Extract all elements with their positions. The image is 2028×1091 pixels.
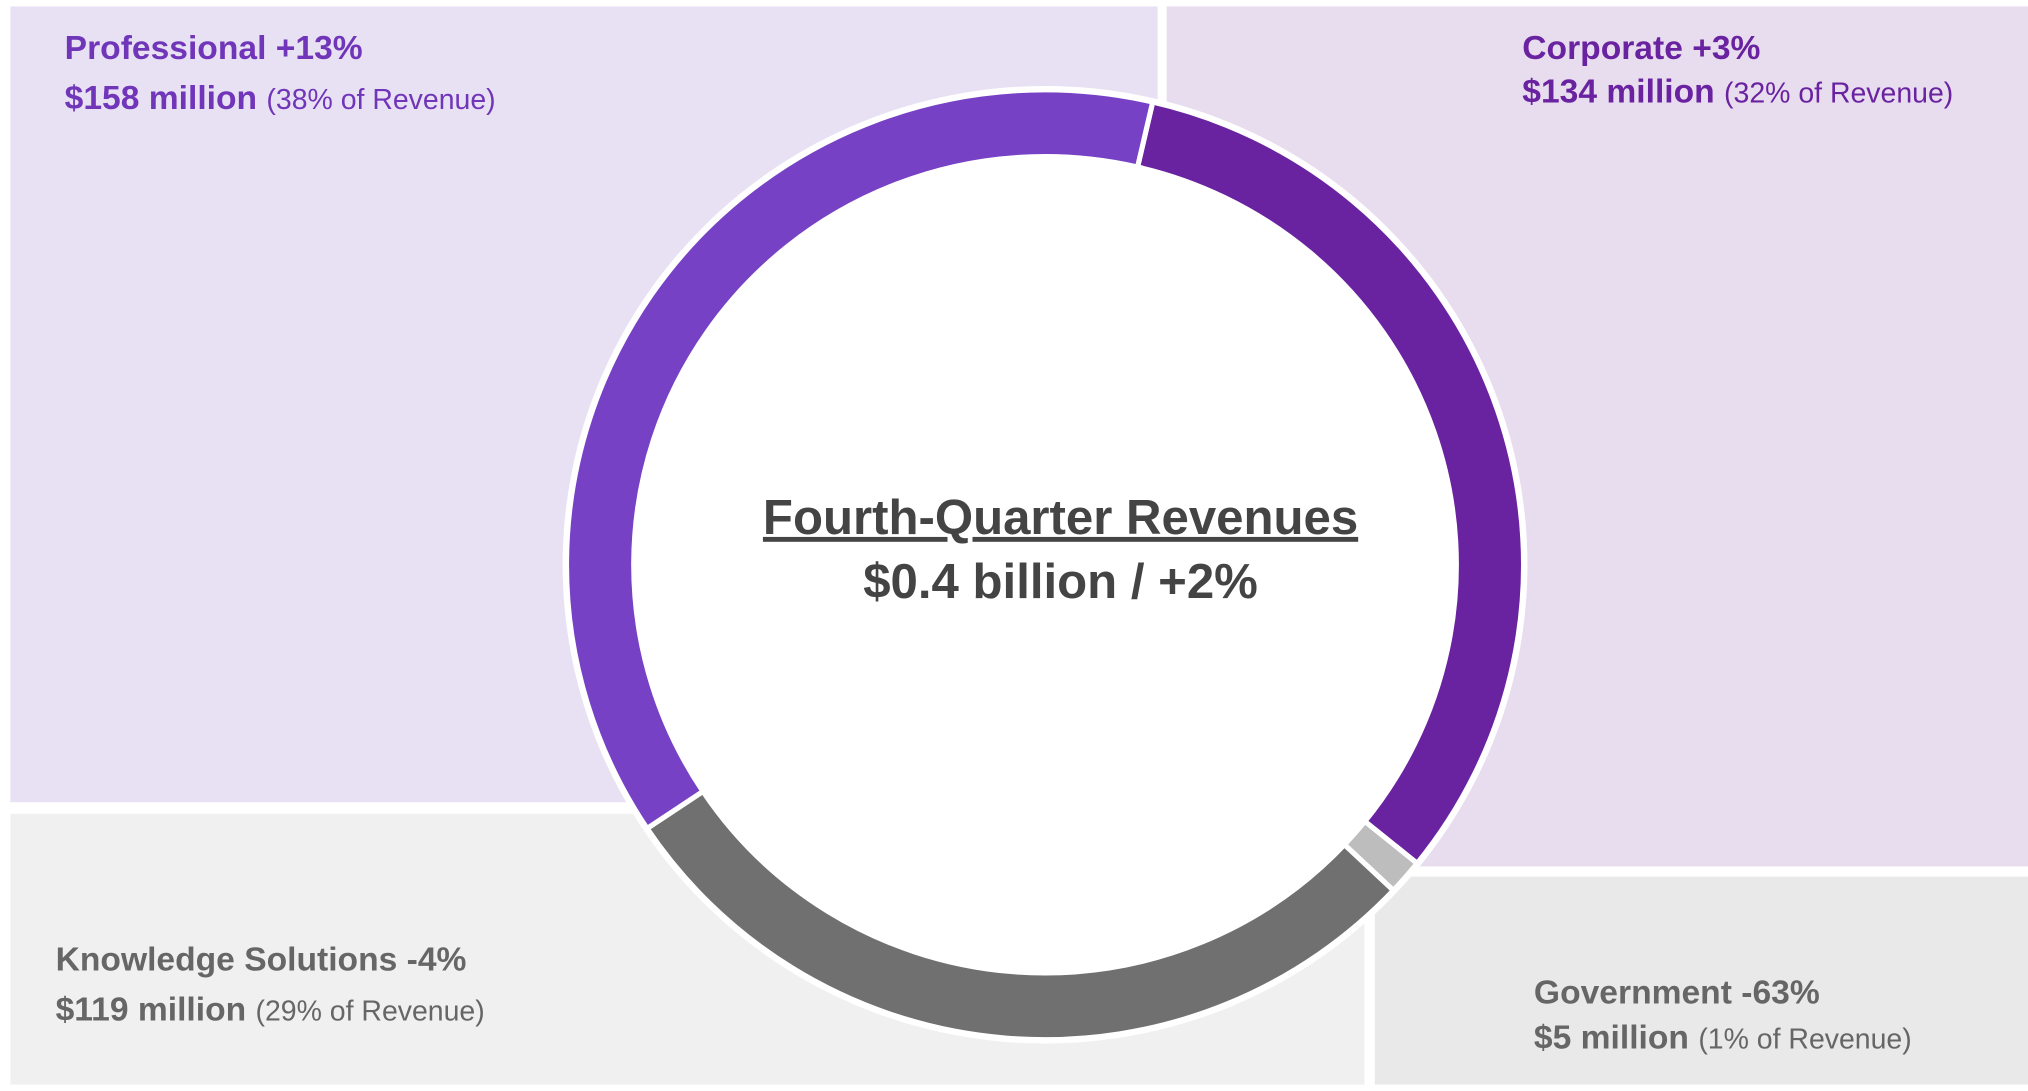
category-label: Professional +13% — [65, 30, 363, 67]
value-text: $5 million — [1534, 1020, 1689, 1057]
value-text: $134 million — [1522, 74, 1714, 111]
ring — [563, 87, 1527, 1043]
center-subtitle: $0.4 billion / +2% — [863, 555, 1258, 609]
value-text: $158 million — [65, 80, 257, 117]
donut-segment — [563, 87, 1156, 833]
category-label: Corporate +3% — [1522, 30, 1760, 67]
center-title: Fourth-Quarter Revenues — [763, 491, 1358, 545]
value-label: $5 million (1% of Revenue) — [1534, 1020, 1912, 1057]
category-label: Knowledge Solutions -4% — [56, 941, 467, 978]
label-knowledge: Knowledge Solutions -4% $119 million (29… — [56, 941, 485, 1028]
share-text: (1% of Revenue) — [1698, 1024, 1911, 1056]
share-text: (32% of Revenue) — [1724, 78, 1953, 110]
share-text: (29% of Revenue) — [256, 996, 485, 1028]
value-text: $119 million — [56, 992, 247, 1029]
label-government: Government -63% $5 million (1% of Revenu… — [1534, 975, 1912, 1057]
value-label: $119 million (29% of Revenue) — [56, 992, 485, 1029]
share-text: (38% of Revenue) — [266, 84, 495, 116]
label-corporate: Corporate +3% $134 million (32% of Reven… — [1522, 30, 1953, 110]
label-professional: Professional +13% $158 million (38% of R… — [65, 30, 496, 117]
value-label: $158 million (38% of Revenue) — [65, 80, 496, 117]
panel-government — [1374, 876, 2028, 1085]
donut-backdrop — [562, 85, 1528, 1044]
category-label: Government -63% — [1534, 975, 1820, 1012]
value-label: $134 million (32% of Revenue) — [1522, 74, 1953, 111]
